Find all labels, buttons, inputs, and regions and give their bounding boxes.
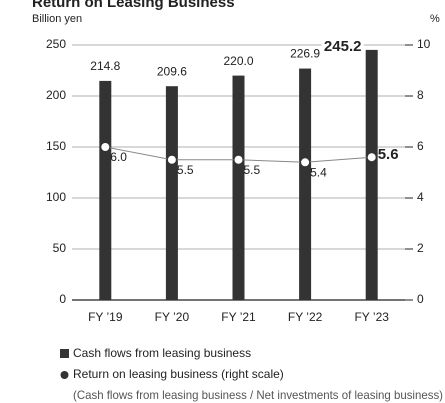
value-label: 245.2	[324, 38, 362, 55]
y-tick-label: 100	[46, 190, 66, 204]
y2-tick-label: 6	[417, 139, 424, 153]
value-label: 5.5	[244, 163, 261, 177]
y2-tick-label: 0	[417, 292, 424, 306]
label-bg	[321, 37, 364, 56]
value-label: 6.0	[110, 150, 127, 164]
bar	[299, 68, 312, 300]
line-point	[366, 152, 377, 163]
x-tick-label: FY ’23	[354, 310, 389, 324]
bar	[99, 80, 112, 301]
legend-note: (Cash flows from leasing business / Net …	[73, 388, 443, 402]
line-point	[166, 154, 177, 165]
legend-swatch	[60, 371, 69, 379]
x-tick-label: FY ’19	[88, 310, 123, 324]
bar	[365, 49, 378, 301]
line-point	[233, 154, 244, 165]
y2-tick-label: 10	[417, 37, 431, 51]
legend-label: Cash flows from leasing business	[73, 346, 251, 360]
value-label: 226.9	[290, 47, 320, 61]
legend-swatch	[60, 349, 69, 358]
y2-tick-label: 2	[417, 241, 424, 255]
x-tick-label: FY ’21	[221, 310, 256, 324]
value-label: 214.8	[90, 59, 120, 73]
y-tick-label: 0	[59, 292, 66, 306]
bar	[165, 86, 178, 300]
value-label: 220.0	[223, 54, 253, 68]
chart-title: Return on Leasing Business	[32, 0, 235, 11]
y2-tick-label: 8	[417, 88, 424, 102]
y2-axis-label: %	[430, 13, 440, 25]
value-label: 5.6	[378, 146, 399, 163]
line-point	[100, 142, 111, 152]
y-tick-label: 200	[46, 88, 66, 102]
y-tick-label: 150	[46, 139, 66, 153]
bar	[232, 75, 245, 300]
value-label: 209.6	[157, 64, 187, 78]
y-axis-label: Billion yen	[32, 13, 82, 25]
value-label: 5.5	[177, 163, 194, 177]
y-tick-label: 50	[53, 241, 67, 255]
x-tick-label: FY ’22	[288, 310, 323, 324]
y-tick-label: 250	[46, 37, 66, 51]
y2-tick-label: 4	[417, 190, 424, 204]
value-label: 5.4	[310, 165, 327, 179]
line-point	[300, 157, 311, 168]
legend-label: Return on leasing business (right scale)	[73, 367, 284, 381]
x-tick-label: FY ’20	[155, 310, 190, 324]
